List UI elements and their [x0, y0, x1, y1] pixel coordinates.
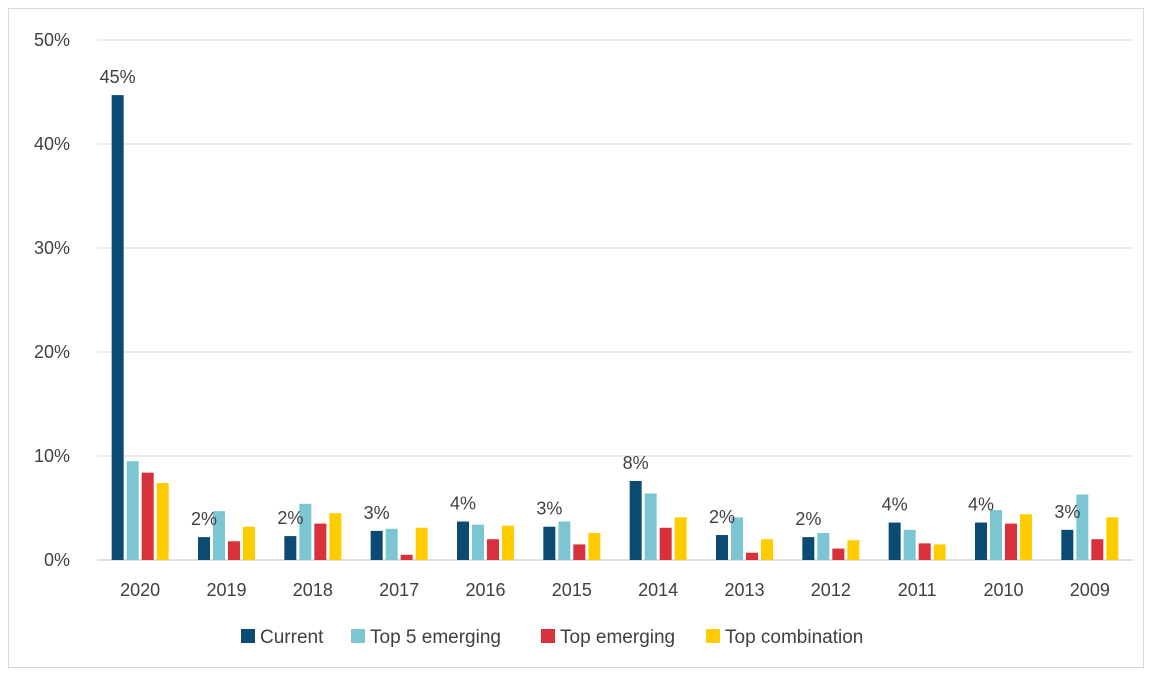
y-tick-label: 0% [44, 550, 70, 570]
x-tick-label: 2013 [724, 580, 764, 600]
bar-current [457, 521, 469, 560]
bar-current [975, 522, 987, 560]
bar-top-combination [674, 517, 687, 560]
y-tick-label: 50% [34, 30, 70, 50]
bar-top-emerging [487, 539, 499, 560]
y-tick-label: 10% [34, 446, 70, 466]
legend-swatch [541, 629, 555, 643]
bar-top-emerging [918, 543, 931, 560]
y-tick-label: 40% [34, 134, 70, 154]
bar-top-5-emerging [385, 528, 398, 560]
bar-top-5-emerging [903, 529, 916, 560]
bar-current [370, 530, 383, 560]
bar-current [802, 537, 815, 560]
bar-top-combination [1020, 514, 1032, 560]
legend-label: Top combination [725, 627, 863, 648]
bar-top-emerging [400, 554, 413, 560]
bar-top-combination [502, 525, 514, 560]
bar-current [111, 95, 124, 561]
data-label: 45% [100, 67, 136, 87]
x-tick-label: 2018 [293, 580, 333, 600]
bar-top-5-emerging [558, 521, 571, 560]
bar-top-combination [1106, 517, 1119, 560]
data-label: 3% [536, 499, 562, 519]
bar-top-5-emerging [990, 510, 1002, 560]
data-label: 3% [364, 503, 390, 523]
legend-label: Top emerging [560, 627, 675, 648]
legend-label: Top 5 emerging [370, 627, 501, 648]
bar-current [198, 537, 210, 560]
gridlines [97, 39, 1133, 561]
bar-top-combination [243, 526, 255, 560]
bar-top-emerging [314, 523, 327, 560]
labels: 0% 10% 20% 30% 40% 50% 2020 45% 2019 2% 2018 2% 2017… [34, 30, 1110, 600]
y-tick-label: 30% [34, 238, 70, 258]
x-tick-label: 2011 [898, 580, 937, 600]
bar-top-combination [156, 483, 169, 560]
bar-top-5-emerging [817, 532, 830, 560]
bar-top-5-emerging [1076, 494, 1089, 560]
bar-top-combination [761, 539, 773, 560]
data-label: 2% [277, 508, 303, 528]
x-tick-label: 2017 [379, 580, 419, 600]
bar-top-5-emerging [472, 524, 484, 560]
data-label: 8% [623, 453, 649, 473]
bar-current [284, 536, 297, 560]
data-label: 2% [709, 507, 735, 527]
bar-top-emerging [746, 552, 758, 560]
data-label: 4% [968, 495, 994, 515]
bar-top-combination [329, 513, 342, 560]
x-tick-label: 2019 [206, 580, 246, 600]
bar-top-combination [933, 544, 946, 560]
legend-swatch [351, 629, 365, 643]
bar-top-combination [847, 540, 860, 560]
bar-top-emerging [1091, 539, 1104, 560]
legend-label: Current [260, 627, 324, 648]
x-tick-label: 2015 [552, 580, 592, 600]
bar-current [543, 526, 556, 560]
bar-top-5-emerging [731, 517, 743, 560]
legend-swatch [706, 629, 720, 643]
data-label: 2% [191, 509, 217, 529]
data-label: 4% [450, 494, 476, 514]
bar-current [629, 480, 642, 560]
bar-top-5-emerging [126, 461, 139, 560]
bar-top-5-emerging [213, 511, 225, 560]
legend-swatch [241, 629, 255, 643]
y-tick-label: 20% [34, 342, 70, 362]
x-tick-label: 2016 [465, 580, 505, 600]
bar-top-combination [588, 532, 601, 560]
data-label: 2% [795, 509, 821, 529]
bar-top-5-emerging [644, 493, 657, 560]
bar-current [888, 522, 901, 560]
bar-current [716, 535, 728, 560]
bar-current [1061, 529, 1074, 560]
bar-top-emerging [1005, 523, 1017, 560]
x-tick-label: 2020 [120, 580, 160, 600]
bar-top-emerging [141, 472, 154, 560]
bar-top-emerging [573, 544, 586, 560]
data-label: 4% [882, 495, 908, 515]
x-tick-label: 2012 [811, 580, 851, 600]
bar-top-emerging [832, 548, 845, 560]
x-tick-label: 2014 [638, 580, 678, 600]
data-label: 3% [1054, 502, 1080, 522]
x-tick-label: 2009 [1070, 580, 1110, 600]
bar-top-5-emerging [299, 503, 312, 560]
bar-top-combination [415, 527, 428, 560]
legend: Current Top 5 emerging Top emerging Top com… [241, 627, 863, 648]
bars [111, 95, 1119, 561]
x-tick-label: 2010 [983, 580, 1023, 600]
bar-top-emerging [228, 541, 240, 560]
bar-top-emerging [659, 527, 672, 560]
